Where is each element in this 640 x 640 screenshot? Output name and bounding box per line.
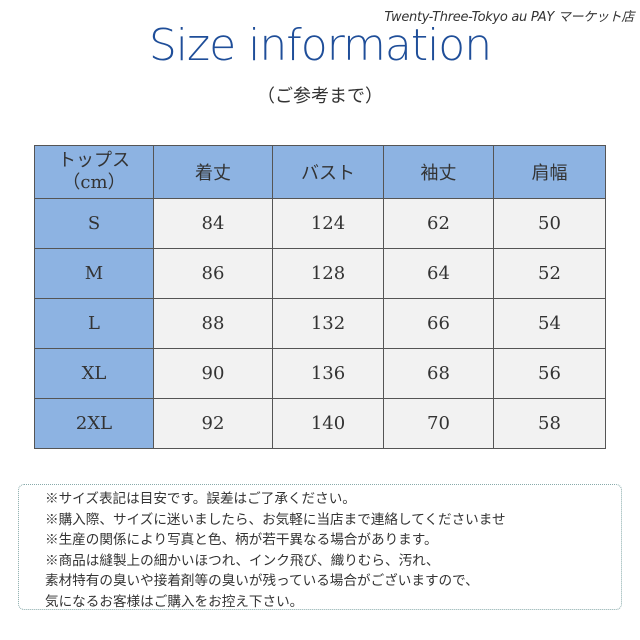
value-cell: 140 (272, 398, 384, 449)
note-line: ※商品は縫製上の細かいほつれ、インク飛び、織りむら、汚れ、 (45, 552, 440, 569)
note-line: 素材特有の臭いや接着剤等の臭いが残っている場合がございますので、 (45, 573, 479, 590)
value-cell: 136 (272, 348, 384, 399)
subtitle: （ご参考まで） (257, 86, 383, 107)
value-cell: 90 (153, 348, 273, 399)
header-cell: 肩幅 (493, 145, 606, 199)
value-cell: 66 (383, 298, 494, 349)
value-cell: 132 (272, 298, 384, 349)
header-cell: 袖丈 (383, 145, 494, 199)
table-row: 2XL 92 140 70 58 (34, 398, 606, 449)
note-line: ※サイズ表記は目安です。誤差はご了承ください。 (45, 491, 356, 507)
value-cell: 64 (383, 248, 494, 299)
size-table: トップス（cm） 着丈 バスト 袖丈 肩幅 S 84 124 62 50 M 86 128 64… (34, 145, 606, 449)
value-cell: 54 (493, 298, 606, 349)
size-label-cell: S (34, 198, 154, 249)
table-row: M 86 128 64 52 (34, 248, 606, 299)
note-line: 気になるお客様はご購入をお控え下さい。 (45, 593, 304, 610)
value-cell: 88 (153, 298, 273, 349)
shop-name: Twenty-Three-Tokyo au PAY マーケット店 (384, 10, 634, 25)
value-cell: 128 (272, 248, 384, 299)
value-cell: 62 (383, 198, 494, 249)
header-cell: 着丈 (153, 145, 273, 199)
page-title: Size information (148, 20, 492, 71)
value-cell: 92 (153, 398, 273, 449)
table-row: L 88 132 66 54 (34, 298, 606, 349)
value-cell: 52 (493, 248, 606, 299)
value-cell: 50 (493, 198, 606, 249)
size-label-cell: L (34, 298, 154, 349)
size-label-cell: XL (34, 348, 154, 399)
value-cell: 56 (493, 348, 606, 399)
note-line: ※購入際、サイズに迷いましたら、お気軽に当店まで連絡してくださいませ (45, 511, 506, 528)
note-line: ※生産の関係により写真と色、柄が若干異なる場合があります。 (45, 532, 438, 549)
table-row: XL 90 136 68 56 (34, 348, 606, 399)
value-cell: 70 (383, 398, 494, 449)
size-label-cell: M (34, 248, 154, 299)
size-label-cell: 2XL (34, 398, 154, 449)
table-header-row: トップス（cm） 着丈 バスト 袖丈 肩幅 (34, 145, 606, 199)
value-cell: 68 (383, 348, 494, 399)
notes-box: ※サイズ表記は目安です。誤差はご了承ください。 ※購入際、サイズに迷いましたら、… (18, 484, 622, 610)
value-cell: 86 (153, 248, 273, 299)
table-row: S 84 124 62 50 (34, 198, 606, 249)
value-cell: 58 (493, 398, 606, 449)
header-cell: トップス（cm） (34, 145, 154, 199)
value-cell: 84 (153, 198, 273, 249)
value-cell: 124 (272, 198, 384, 249)
header-cell: バスト (272, 145, 384, 199)
